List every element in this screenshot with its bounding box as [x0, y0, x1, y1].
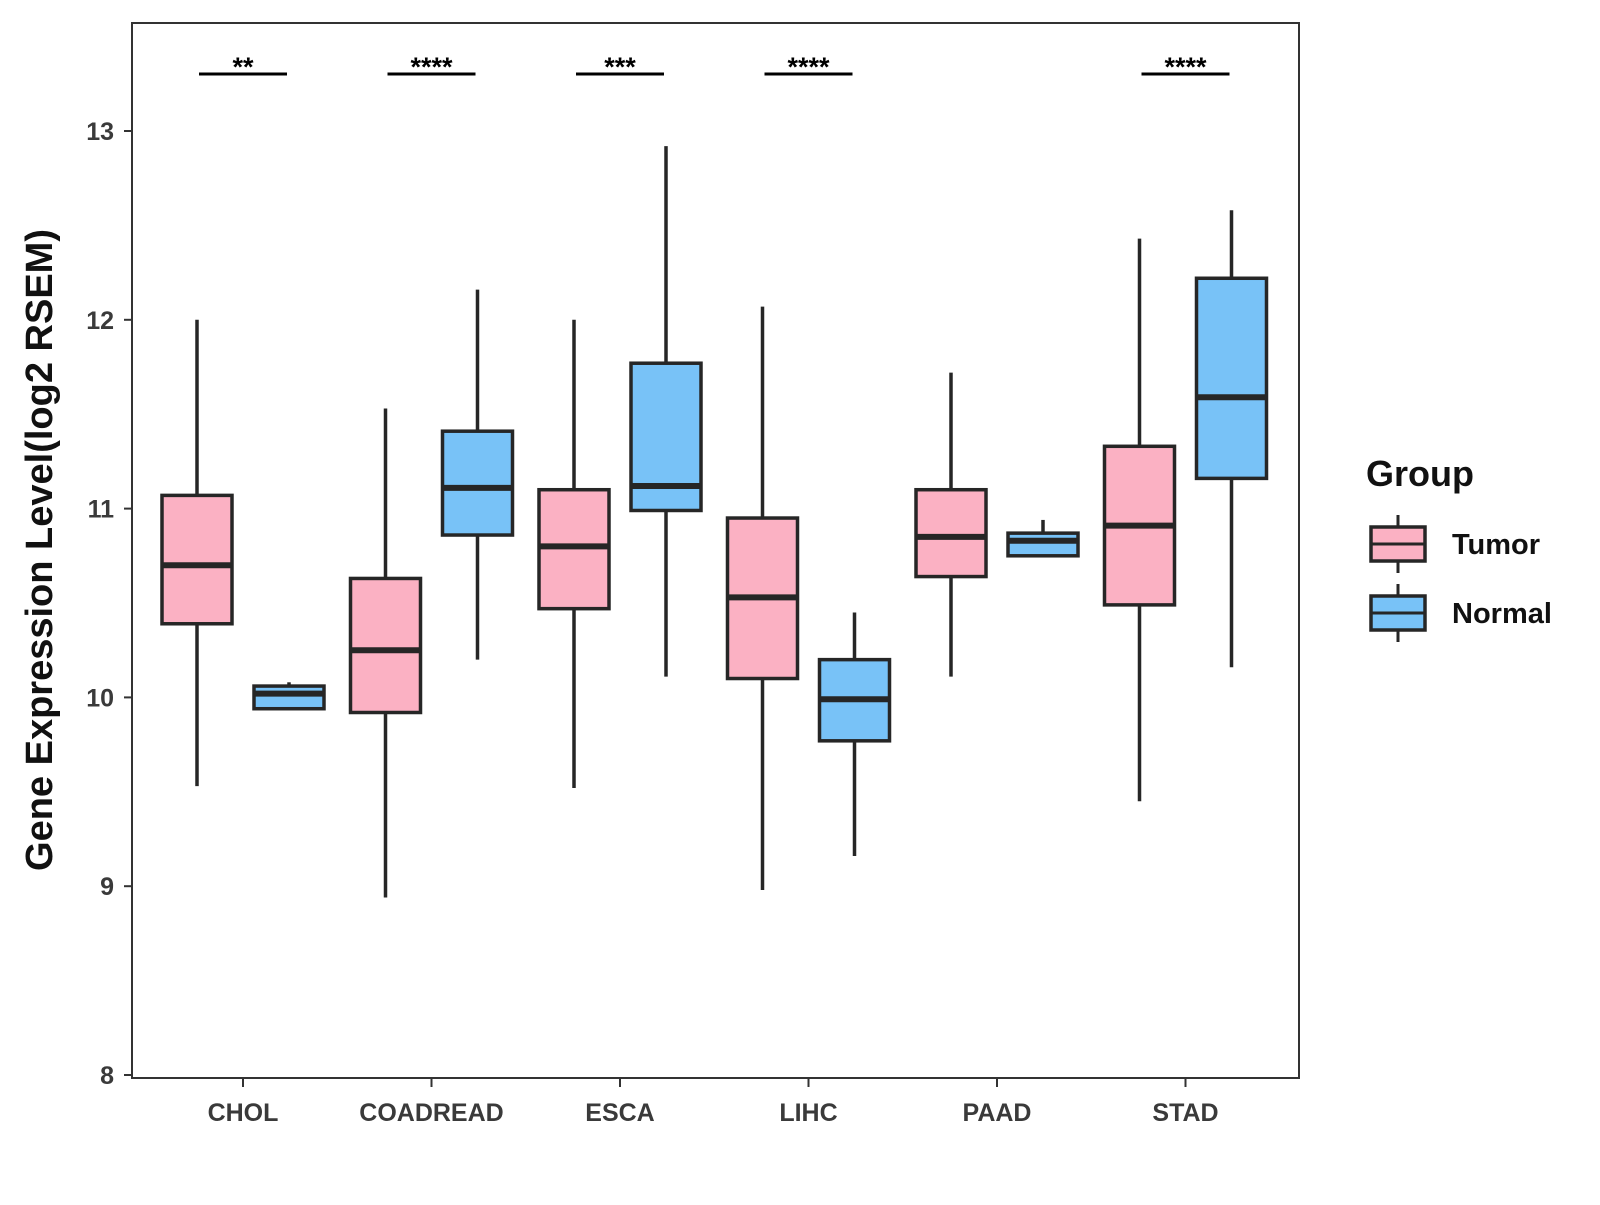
y-tick-label: 10 — [86, 684, 114, 712]
box-series — [160, 146, 1269, 898]
box-tumor-chol — [160, 319, 234, 787]
y-tick-label: 8 — [100, 1062, 114, 1090]
legend-label: Tumor — [1452, 529, 1540, 561]
significance-label: ** — [232, 52, 254, 82]
significance-label: **** — [410, 52, 453, 82]
significance-annotations: ** **** *** **** **** — [199, 52, 1230, 82]
box-iqr — [1006, 531, 1080, 558]
legend-label: Normal — [1452, 598, 1552, 630]
box-normal-esca — [629, 146, 703, 677]
x-tick-label: CHOL — [208, 1099, 279, 1127]
y-tick-label: 11 — [88, 496, 115, 524]
box-normal-coadread — [440, 289, 515, 660]
box-tumor-esca — [537, 319, 611, 789]
legend-item-normal: Normal — [1369, 584, 1552, 642]
box-tumor-stad — [1102, 238, 1177, 802]
x-tick-label: STAD — [1152, 1099, 1218, 1127]
legend-item-tumor: Tumor — [1369, 515, 1540, 573]
y-tick-label: 12 — [86, 307, 114, 335]
y-axis: 8 9 10 11 12 13 — [86, 118, 132, 1090]
box-normal-stad — [1194, 210, 1269, 668]
box-iqr — [914, 487, 988, 579]
box-iqr — [1194, 276, 1269, 481]
legend: Group Tumor Normal — [1366, 453, 1552, 642]
box-tumor-coadread — [348, 408, 423, 898]
y-tick-label: 9 — [100, 873, 114, 901]
y-axis-title: Gene Expression Level(log2 RSEM) — [19, 229, 61, 871]
box-normal-chol — [252, 682, 326, 711]
x-tick-label: LIHC — [779, 1099, 837, 1127]
box-tumor-lihc — [725, 306, 800, 890]
significance-label: *** — [604, 52, 636, 82]
significance-label: **** — [1164, 52, 1207, 82]
box-iqr — [252, 684, 326, 711]
box-normal-lihc — [817, 612, 892, 856]
x-axis: CHOL COADREAD ESCA LIHC PAAD STAD — [208, 1078, 1219, 1127]
x-tick-label: ESCA — [585, 1099, 654, 1127]
legend-title: Group — [1366, 453, 1474, 494]
significance-label: **** — [787, 52, 830, 82]
box-iqr — [348, 576, 423, 715]
box-normal-paad — [1006, 519, 1080, 558]
x-tick-label: COADREAD — [359, 1099, 503, 1127]
box-iqr — [160, 493, 234, 626]
x-tick-label: PAAD — [963, 1099, 1032, 1127]
box-iqr — [440, 429, 515, 537]
y-tick-label: 13 — [86, 118, 114, 146]
box-tumor-paad — [914, 372, 988, 677]
